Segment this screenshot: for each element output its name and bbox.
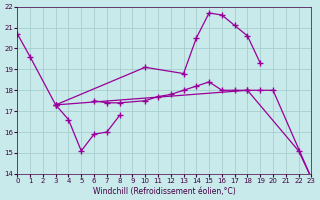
X-axis label: Windchill (Refroidissement éolien,°C): Windchill (Refroidissement éolien,°C) bbox=[93, 187, 236, 196]
